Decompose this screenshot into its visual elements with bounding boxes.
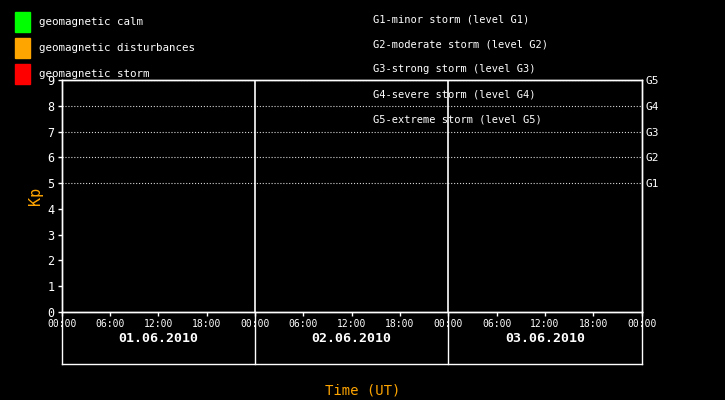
Text: 02.06.2010: 02.06.2010 — [312, 332, 392, 344]
Text: G5-extreme storm (level G5): G5-extreme storm (level G5) — [373, 114, 542, 124]
Text: G4-severe storm (level G4): G4-severe storm (level G4) — [373, 89, 536, 99]
Text: G2-moderate storm (level G2): G2-moderate storm (level G2) — [373, 40, 548, 50]
Text: geomagnetic disturbances: geomagnetic disturbances — [39, 43, 195, 53]
Text: G3-strong storm (level G3): G3-strong storm (level G3) — [373, 64, 536, 74]
Text: Time (UT): Time (UT) — [325, 383, 400, 397]
Text: geomagnetic storm: geomagnetic storm — [39, 69, 149, 79]
Y-axis label: Kp: Kp — [28, 187, 44, 205]
Text: G1-minor storm (level G1): G1-minor storm (level G1) — [373, 15, 530, 25]
Text: 01.06.2010: 01.06.2010 — [118, 332, 199, 344]
Text: 03.06.2010: 03.06.2010 — [505, 332, 585, 344]
Text: geomagnetic calm: geomagnetic calm — [39, 17, 143, 27]
